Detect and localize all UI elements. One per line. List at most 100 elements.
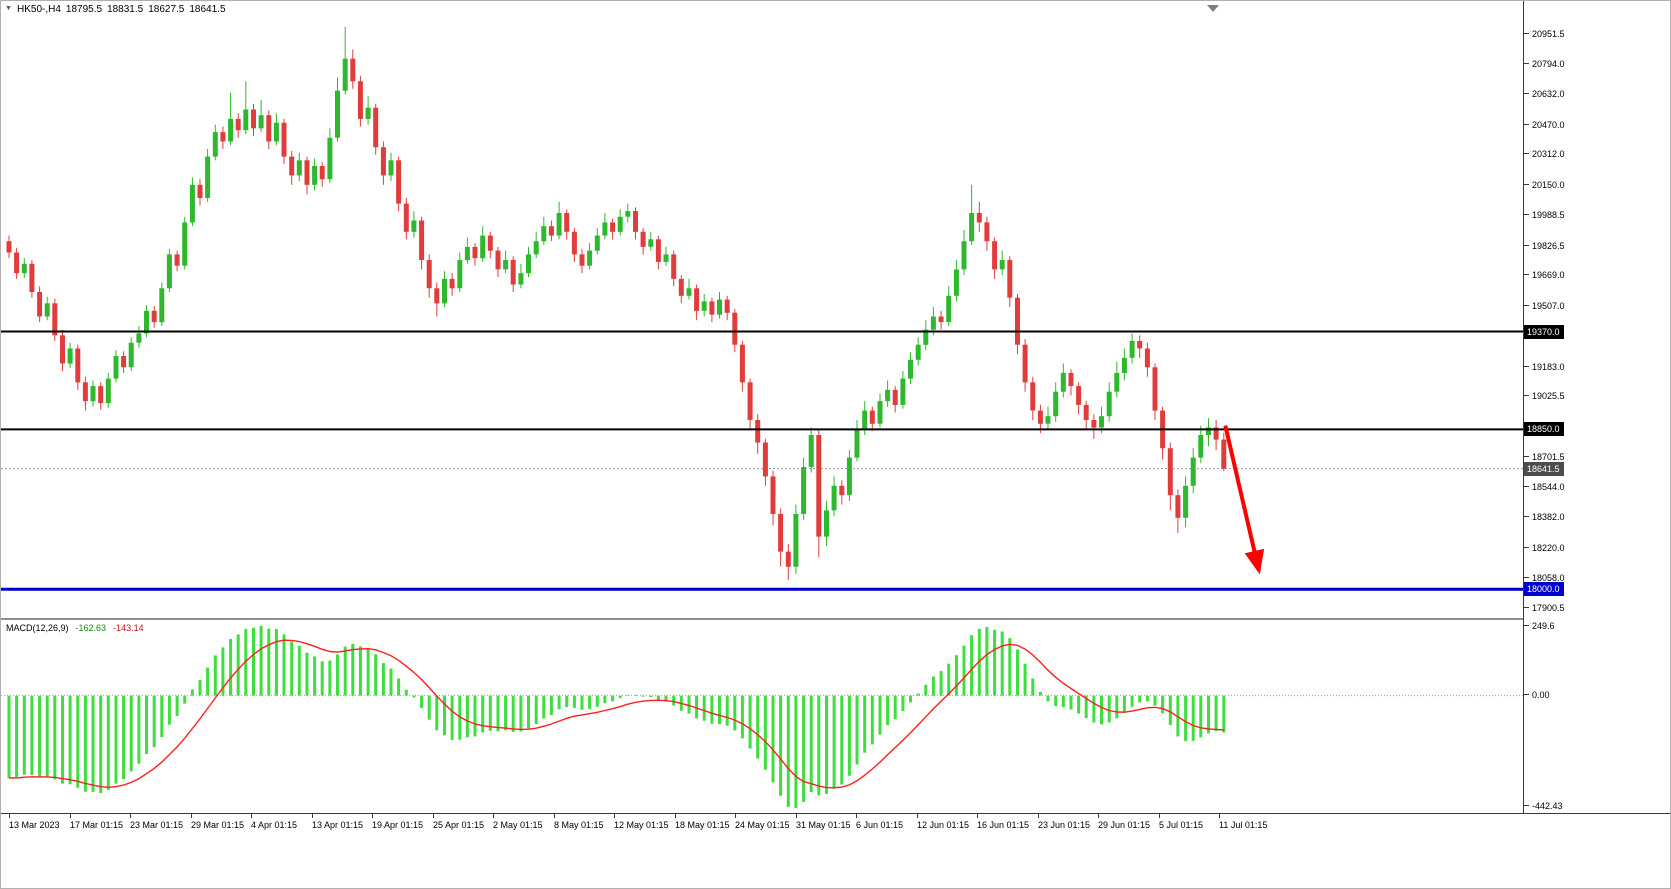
candle bbox=[640, 231, 646, 247]
candle bbox=[1137, 340, 1143, 349]
price-axis-label: 18382.0 bbox=[1524, 512, 1565, 522]
candle bbox=[1099, 416, 1104, 428]
candle bbox=[564, 213, 570, 232]
candle bbox=[526, 254, 531, 274]
candle bbox=[610, 222, 616, 232]
candle bbox=[442, 278, 447, 304]
candle bbox=[900, 378, 906, 405]
candle bbox=[976, 213, 982, 223]
macd-axis-label-min: -442.43 bbox=[1524, 801, 1563, 811]
candle bbox=[457, 260, 463, 289]
trend-arrow[interactable] bbox=[1223, 425, 1265, 575]
candle bbox=[762, 442, 768, 477]
candle bbox=[770, 476, 776, 514]
candle bbox=[1129, 340, 1135, 358]
ohlc-close: 18641.5 bbox=[189, 4, 226, 15]
candle bbox=[228, 118, 234, 142]
time-axis-tick bbox=[9, 814, 10, 818]
candle bbox=[82, 382, 88, 402]
candle bbox=[357, 81, 363, 119]
candle bbox=[518, 273, 524, 285]
time-axis-tick bbox=[312, 814, 313, 818]
time-axis-tick bbox=[917, 814, 918, 818]
candle bbox=[21, 263, 27, 274]
candle bbox=[969, 213, 975, 242]
candle bbox=[839, 485, 845, 496]
candle bbox=[197, 184, 203, 198]
time-axis-label: 29 Mar 01:15 bbox=[191, 820, 245, 830]
macd-axis-label-max: 249.6 bbox=[1524, 621, 1555, 631]
candle bbox=[335, 90, 340, 138]
time-axis-tick bbox=[1219, 814, 1220, 818]
candle bbox=[1007, 260, 1013, 298]
macd-indicator-label: MACD(12,26,9) -162.63 -143.14 bbox=[6, 623, 151, 633]
candle bbox=[312, 166, 318, 185]
candle bbox=[1045, 416, 1051, 424]
candle bbox=[785, 551, 791, 567]
candle bbox=[182, 222, 188, 266]
candle bbox=[556, 213, 562, 236]
candle bbox=[98, 386, 104, 403]
candle bbox=[449, 278, 455, 289]
ohlc-open: 18795.5 bbox=[65, 4, 103, 15]
time-axis-tick bbox=[70, 814, 71, 818]
candle bbox=[205, 156, 211, 198]
candle bbox=[327, 137, 333, 180]
one-click-trading-icon[interactable]: ▼ bbox=[5, 5, 12, 12]
price-axis-label: 19507.0 bbox=[1524, 301, 1565, 311]
candle bbox=[930, 316, 936, 330]
candle bbox=[678, 278, 684, 296]
candle bbox=[816, 435, 822, 537]
candle bbox=[14, 252, 20, 274]
candle bbox=[388, 160, 394, 176]
time-axis-label: 18 May 01:15 bbox=[675, 820, 730, 830]
time-axis-tick bbox=[554, 814, 555, 818]
time-axis-tick bbox=[191, 814, 192, 818]
price-axis-label: 18701.5 bbox=[1524, 452, 1565, 462]
candle bbox=[464, 246, 470, 261]
candle bbox=[984, 222, 990, 242]
candle bbox=[755, 420, 761, 443]
candle bbox=[633, 211, 638, 232]
price-axis[interactable]: 20951.5 20794.0 20632.0 20470.0 20312.0 20150… bbox=[1523, 1, 1670, 813]
candle bbox=[571, 231, 577, 255]
price-chart-pane[interactable]: ▼ HK50-,H4 18795.5 18831.5 18627.5 18641.5 bbox=[1, 1, 1523, 619]
time-axis-label: 13 Mar 2023 bbox=[9, 820, 60, 830]
candle bbox=[90, 386, 96, 402]
candle bbox=[304, 160, 310, 185]
candle bbox=[999, 260, 1005, 270]
price-level-badge: 18000.0 bbox=[1524, 582, 1564, 596]
price-axis-label: 17900.5 bbox=[1524, 603, 1565, 613]
time-axis-tick bbox=[856, 814, 857, 818]
candle bbox=[273, 122, 279, 142]
candle bbox=[434, 288, 440, 304]
time-axis-label: 23 Mar 01:15 bbox=[130, 820, 184, 830]
price-axis-label: 20150.0 bbox=[1524, 180, 1565, 190]
candle bbox=[503, 260, 509, 270]
time-axis[interactable]: 13 Mar 2023 17 Mar 01:15 23 Mar 01:15 29 Ma… bbox=[1, 813, 1670, 834]
candle bbox=[1091, 420, 1097, 428]
candle bbox=[281, 122, 287, 157]
candle bbox=[953, 269, 959, 296]
chart-shift-marker-icon[interactable] bbox=[1207, 5, 1219, 12]
time-axis-label: 2 May 01:15 bbox=[493, 820, 543, 830]
candle bbox=[923, 329, 929, 345]
price-level-badge: 18850.0 bbox=[1524, 422, 1564, 436]
time-axis-tick bbox=[433, 814, 434, 818]
candle bbox=[793, 514, 799, 567]
time-axis-tick bbox=[735, 814, 736, 818]
candle bbox=[701, 301, 707, 311]
candle bbox=[174, 254, 180, 266]
price-axis-label: 20632.0 bbox=[1524, 89, 1565, 99]
time-axis-label: 25 Apr 01:15 bbox=[433, 820, 485, 830]
candle bbox=[289, 156, 295, 176]
ohlc-high: 18831.5 bbox=[107, 4, 144, 15]
candle bbox=[1167, 448, 1173, 496]
price-axis-label: 19988.5 bbox=[1524, 210, 1565, 220]
time-axis-tick bbox=[1038, 814, 1039, 818]
candle bbox=[75, 348, 81, 383]
macd-pane[interactable] bbox=[1, 619, 1523, 813]
candle bbox=[319, 166, 325, 180]
candle bbox=[266, 115, 272, 142]
candle bbox=[411, 220, 417, 232]
